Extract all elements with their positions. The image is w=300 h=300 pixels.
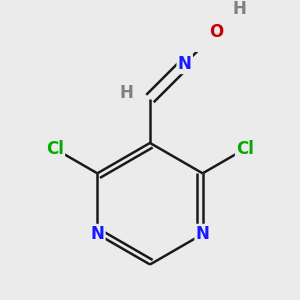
Text: O: O [209,23,223,41]
Text: N: N [178,55,192,73]
Text: H: H [232,0,246,18]
Text: N: N [196,225,210,243]
Text: Cl: Cl [46,140,64,158]
Text: N: N [90,225,104,243]
Text: Cl: Cl [236,140,254,158]
Text: H: H [120,84,134,102]
